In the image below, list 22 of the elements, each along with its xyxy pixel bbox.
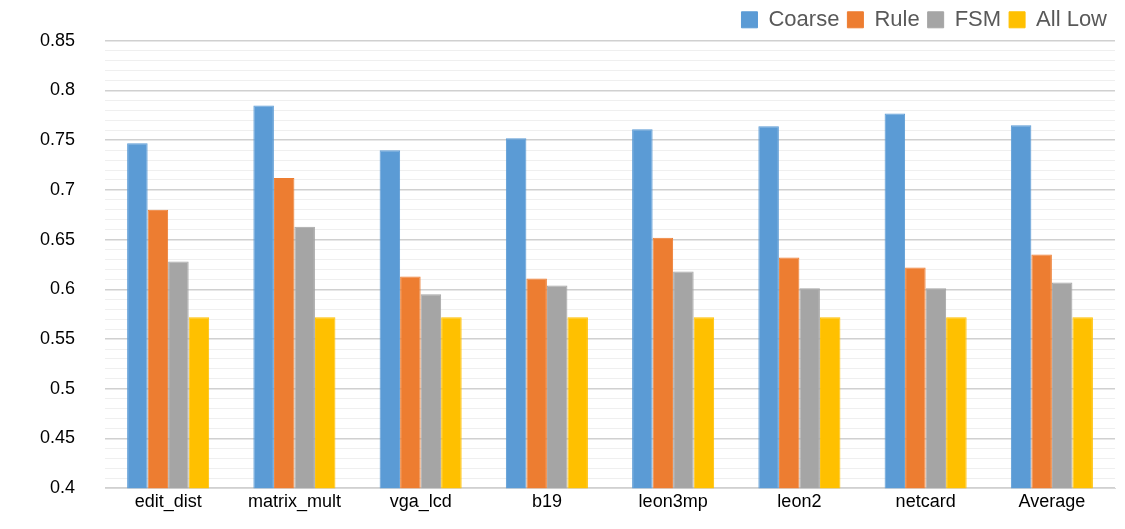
x-tick-label: b19 — [531, 490, 562, 511]
x-tick-label: leon2 — [777, 490, 822, 511]
legend-label: Rule — [874, 5, 920, 31]
y-tick-label: 0.5 — [50, 377, 76, 398]
y-tick-label: 0.75 — [39, 129, 76, 150]
y-tick-label: 0.8 — [50, 79, 76, 100]
y-tick-label: 0.7 — [50, 178, 76, 199]
x-tick-label: netcard — [895, 490, 956, 511]
y-tick-label: 0.65 — [39, 228, 76, 249]
x-tick-label: vga_lcd — [389, 490, 452, 512]
y-tick-label: 0.85 — [39, 29, 76, 50]
y-tick-label: 0.6 — [50, 278, 76, 299]
legend-label: FSM — [954, 5, 1002, 31]
x-tick-label: Average — [1018, 490, 1086, 511]
x-tick-label: matrix_mult — [247, 490, 341, 512]
text: 0.4 — [50, 477, 76, 498]
legend-label: All Low — [1036, 5, 1108, 31]
legend-label: Coarse — [768, 5, 840, 31]
x-tick-label: edit_dist — [134, 490, 202, 512]
text: 0.45 — [39, 427, 76, 448]
x-tick-label: leon3mp — [638, 490, 708, 511]
y-tick-label: 0.55 — [39, 328, 76, 349]
